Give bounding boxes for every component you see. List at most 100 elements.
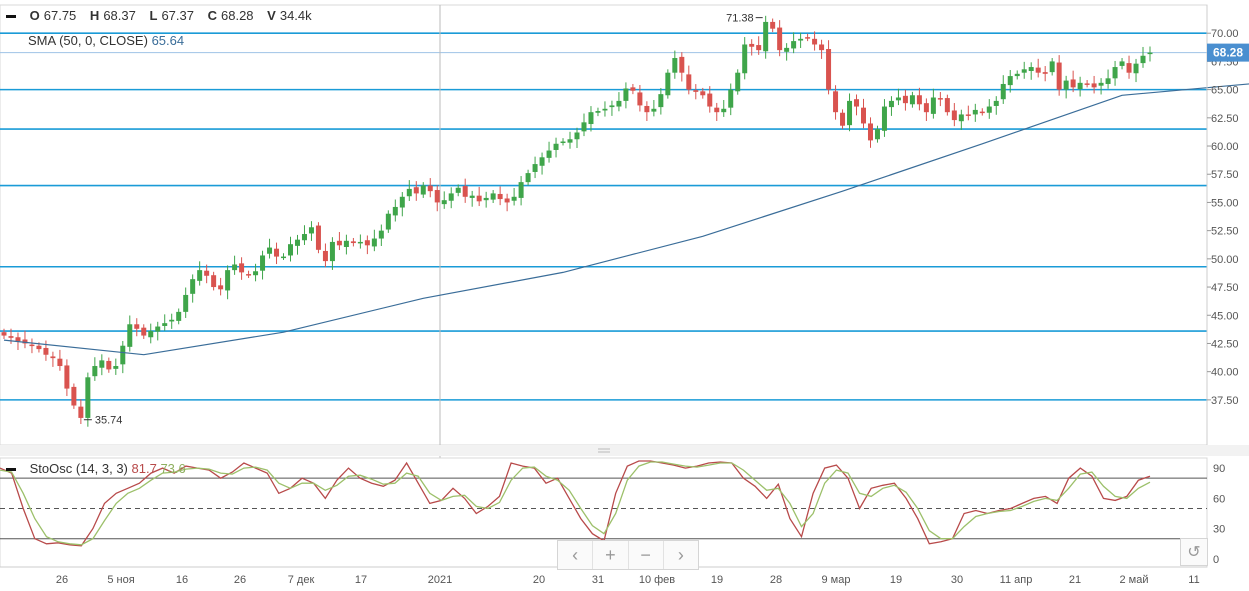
- candle-body[interactable]: [986, 106, 992, 113]
- candle-body[interactable]: [1112, 67, 1118, 79]
- candle-body[interactable]: [1098, 82, 1104, 86]
- candle-body[interactable]: [504, 198, 510, 203]
- candle-body[interactable]: [819, 44, 825, 51]
- candle-body[interactable]: [29, 344, 35, 347]
- candle-body[interactable]: [483, 197, 489, 201]
- candle-body[interactable]: [36, 345, 42, 350]
- candle-body[interactable]: [972, 109, 978, 115]
- candle-body[interactable]: [1105, 78, 1111, 84]
- candle-body[interactable]: [15, 337, 21, 342]
- scroll-right-button[interactable]: ›: [677, 544, 684, 565]
- candle-body[interactable]: [434, 190, 440, 203]
- candle-body[interactable]: [1140, 55, 1146, 64]
- candle-body[interactable]: [420, 185, 426, 195]
- candle-body[interactable]: [602, 108, 608, 111]
- candle-body[interactable]: [469, 195, 475, 198]
- candle-body[interactable]: [288, 244, 293, 256]
- candle-body[interactable]: [1028, 67, 1034, 71]
- candle-body[interactable]: [246, 274, 252, 276]
- candle-body[interactable]: [805, 37, 811, 39]
- candle-body[interactable]: [644, 105, 650, 113]
- candle-body[interactable]: [364, 240, 370, 246]
- candle-body[interactable]: [756, 45, 762, 51]
- candle-body[interactable]: [99, 360, 105, 368]
- price-axis[interactable]: 70.0067.5065.0062.5060.0057.5055.0052.50…: [1206, 5, 1239, 445]
- zoom-out-button[interactable]: −: [629, 541, 664, 569]
- candle-body[interactable]: [92, 366, 98, 377]
- candle-body[interactable]: [951, 110, 957, 121]
- candle-body[interactable]: [581, 122, 587, 132]
- candle-body[interactable]: [301, 234, 307, 241]
- candle-body[interactable]: [944, 98, 950, 113]
- candle-body[interactable]: [979, 111, 985, 114]
- candle-body[interactable]: [539, 157, 545, 166]
- candle-body[interactable]: [518, 182, 524, 198]
- candle-body[interactable]: [1147, 52, 1153, 55]
- candle-body[interactable]: [840, 112, 846, 126]
- candle-body[interactable]: [371, 238, 377, 247]
- candle-body[interactable]: [260, 255, 266, 271]
- candle-body[interactable]: [770, 21, 776, 29]
- candle-body[interactable]: [1000, 83, 1006, 100]
- candle-body[interactable]: [763, 21, 769, 52]
- candle-body[interactable]: [791, 41, 797, 49]
- candle-body[interactable]: [64, 365, 70, 389]
- candle-body[interactable]: [329, 241, 335, 262]
- candle-body[interactable]: [378, 230, 384, 239]
- candle-body[interactable]: [322, 250, 328, 262]
- candle-body[interactable]: [546, 150, 552, 158]
- candle-body[interactable]: [78, 406, 84, 418]
- candle-body[interactable]: [274, 248, 280, 257]
- candle-body[interactable]: [43, 347, 49, 355]
- candle-body[interactable]: [1049, 61, 1055, 73]
- reset-chart-button[interactable]: ↺: [1180, 538, 1208, 566]
- candle-body[interactable]: [553, 143, 559, 150]
- candle-body[interactable]: [742, 44, 748, 74]
- candle-body[interactable]: [923, 103, 929, 113]
- candle-body[interactable]: [1007, 76, 1013, 86]
- candle-body[interactable]: [749, 43, 755, 47]
- candle-body[interactable]: [57, 358, 63, 367]
- candle-body[interactable]: [294, 239, 300, 246]
- candle-body[interactable]: [1133, 63, 1139, 74]
- stoch-menu-dash-icon[interactable]: [6, 468, 16, 472]
- candle-body[interactable]: [861, 107, 866, 124]
- candle-body[interactable]: [965, 114, 971, 116]
- candle-body[interactable]: [113, 366, 119, 369]
- pane-divider-bar[interactable]: [0, 445, 1249, 456]
- menu-dash-icon[interactable]: [6, 15, 16, 19]
- candle-body[interactable]: [1070, 79, 1076, 88]
- candle-body[interactable]: [888, 100, 894, 108]
- candle-body[interactable]: [902, 95, 908, 104]
- time-axis[interactable]: 26 5 ноя 16 26 7 дек 17 2021 20 31 10 фев 19 28 9 ма…: [0, 566, 1207, 586]
- candle-body[interactable]: [441, 200, 447, 205]
- candle-body[interactable]: [735, 72, 741, 92]
- candle-body[interactable]: [183, 294, 189, 312]
- candle-body[interactable]: [595, 111, 601, 113]
- candle-body[interactable]: [1, 332, 7, 336]
- candle-body[interactable]: [350, 241, 356, 244]
- candle-body[interactable]: [993, 100, 999, 106]
- candle-body[interactable]: [406, 188, 412, 197]
- candle-body[interactable]: [1084, 83, 1090, 85]
- candle-body[interactable]: [1063, 80, 1069, 90]
- scroll-left-button[interactable]: ‹: [558, 541, 594, 569]
- candle-body[interactable]: [427, 185, 433, 192]
- candle-body[interactable]: [937, 98, 943, 100]
- candle-body[interactable]: [218, 285, 224, 290]
- candle-body[interactable]: [315, 225, 321, 250]
- candle-body[interactable]: [455, 187, 461, 193]
- stoch-legend[interactable]: StoOsc (14, 3, 3) 81.7 73.6: [6, 461, 186, 476]
- candle-body[interactable]: [728, 89, 734, 108]
- candle-body[interactable]: [651, 108, 657, 112]
- candle-body[interactable]: [169, 319, 175, 322]
- candle-body[interactable]: [1056, 62, 1062, 90]
- candle-body[interactable]: [225, 270, 231, 291]
- candle-body[interactable]: [637, 92, 643, 106]
- candle-body[interactable]: [8, 336, 14, 338]
- candle-body[interactable]: [462, 186, 468, 197]
- candle-body[interactable]: [155, 326, 161, 332]
- candle-body[interactable]: [525, 173, 531, 183]
- candle-body[interactable]: [343, 240, 349, 247]
- candle-body[interactable]: [162, 323, 168, 326]
